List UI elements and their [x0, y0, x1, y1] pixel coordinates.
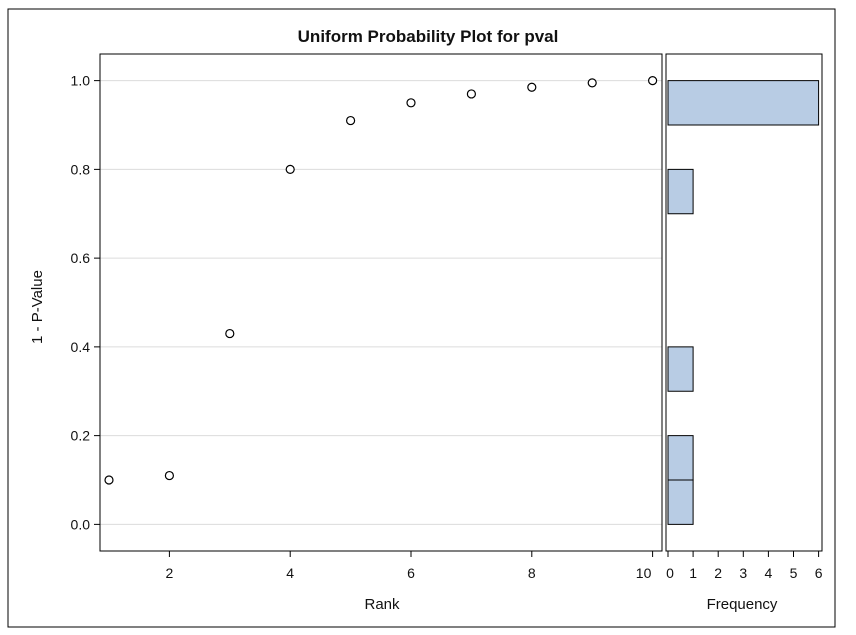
- histogram-x-tick-label: 0: [666, 565, 674, 581]
- y-axis-label: 1 - P-Value: [29, 270, 46, 344]
- histogram-bar: [667, 479, 694, 525]
- y-tick-label: 0.6: [71, 250, 91, 266]
- x-tick-label: 8: [528, 565, 536, 581]
- histogram-x-tick-label: 4: [765, 565, 773, 581]
- data-point: [285, 164, 295, 174]
- histogram-x-tick-label: 2: [714, 565, 722, 581]
- histogram-plot-area: [665, 53, 823, 552]
- histogram-bar: [667, 168, 694, 215]
- histogram-bar: [667, 346, 694, 392]
- histogram-bar: [667, 80, 820, 126]
- x-tick-label: 4: [286, 565, 294, 581]
- x-tick-label: 6: [407, 565, 415, 581]
- y-tick-label: 0.0: [71, 516, 91, 532]
- data-point: [346, 115, 356, 126]
- histogram-x-axis-label: Frequency: [707, 596, 778, 613]
- data-point: [587, 78, 597, 88]
- histogram-x-tick-label: 1: [689, 565, 697, 581]
- data-point: [647, 76, 658, 86]
- data-point: [104, 475, 114, 485]
- scatter-plot-area: [99, 53, 663, 552]
- y-tick-label: 1.0: [71, 73, 91, 89]
- chart-title: Uniform Probability Plot for pval: [298, 27, 559, 46]
- x-tick-label: 10: [636, 565, 652, 581]
- data-point: [225, 328, 235, 339]
- histogram-bar: [667, 435, 694, 481]
- data-point: [466, 89, 476, 99]
- y-tick-label: 0.4: [71, 339, 91, 355]
- histogram-x-tick-label: 3: [739, 565, 747, 581]
- y-tick-label: 0.8: [71, 161, 91, 177]
- y-tick-label: 0.2: [71, 428, 91, 444]
- data-point: [527, 82, 537, 92]
- histogram-x-tick-label: 6: [815, 565, 823, 581]
- scatter-panel: 0.0 0.2 0.4 0.6 0.8 1.0 2 4 6 8 10: [71, 53, 663, 581]
- x-tick-label: 2: [166, 565, 174, 581]
- histogram-x-tick-label: 5: [790, 565, 798, 581]
- data-point: [406, 98, 416, 108]
- data-point: [164, 470, 174, 481]
- x-axis-label: Rank: [364, 596, 400, 613]
